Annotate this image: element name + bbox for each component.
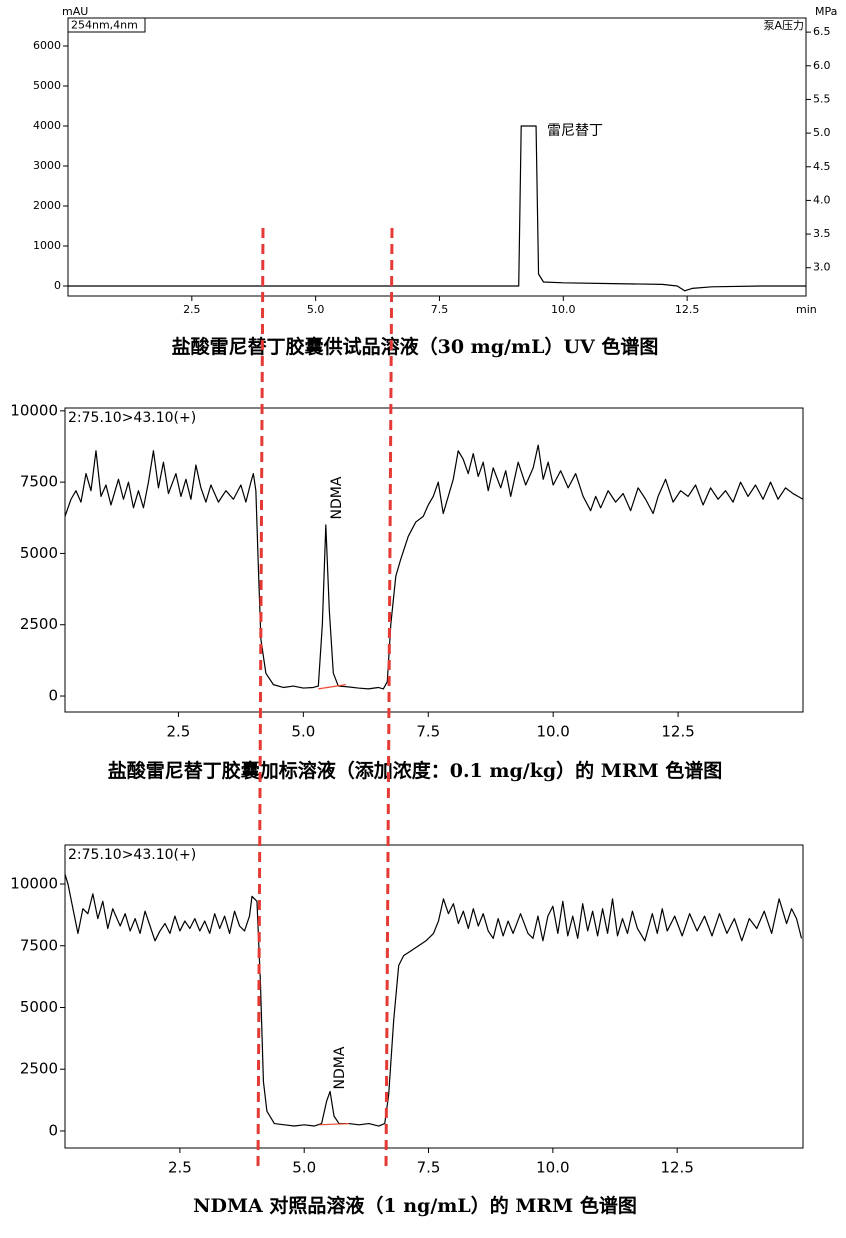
x-tick-label: 2.5 [183, 303, 201, 316]
channel-label-box [67, 17, 146, 33]
retention-window-markers [256, 227, 394, 1169]
window-end-line [384, 227, 394, 1169]
chart-caption: 盐酸雷尼替丁胶囊加标溶液（添加浓度：0.1 mg/kg）的 MRM 色谱图 [108, 759, 723, 782]
chromatogram: 2.5 5.0 7.5 10.0 12.5 0 1000 2000 3000 4000 5000 60… [33, 5, 837, 358]
y-tick-label: 2500 [20, 1060, 58, 1078]
plot-frame [64, 407, 804, 713]
x-tick-label: 5.0 [291, 723, 315, 741]
trace-line [64, 444, 804, 690]
y2-axis-label: MPa [815, 5, 837, 18]
y2-tick-label: 4.5 [813, 160, 831, 173]
plots: 2.5 5.0 7.5 10.0 12.5 0 1000 2000 3000 4000 5000 60… [10, 5, 837, 1217]
y2-tick-label: 4.0 [813, 193, 831, 206]
trace-line [64, 873, 803, 1127]
y-tick-label: 2000 [33, 199, 61, 212]
chromatogram: 2.5 5.0 7.5 10.0 12.5 0 2500 5000 7500 10000 2:75.… [10, 401, 804, 782]
peak-baseline [318, 684, 346, 690]
plot-frame [67, 17, 807, 297]
peak-baseline [319, 1122, 349, 1126]
x-tick-label: 2.5 [168, 1159, 192, 1177]
y-tick-label: 3000 [33, 159, 61, 172]
chart-caption: NDMA 对照品溶液（1 ng/mL）的 MRM 色谱图 [193, 1194, 637, 1217]
y-tick-label: 5000 [20, 998, 58, 1016]
y-axis-label: mAU [62, 5, 88, 18]
y2-tick-label: 5.5 [813, 92, 831, 105]
plot-frame [64, 844, 804, 1149]
y-tick-label: 7500 [20, 936, 58, 954]
y2-tick-label: 3.5 [813, 227, 831, 240]
peak-label: NDMA [332, 1046, 348, 1089]
y-tick-label: 5000 [20, 544, 58, 562]
y-tick-label: 2500 [20, 615, 58, 633]
x-tick-label: 5.0 [292, 1159, 316, 1177]
x-tick-label: 10.0 [536, 1159, 569, 1177]
y-tick-label: 5000 [33, 79, 61, 92]
y2-tick-label: 6.0 [813, 59, 831, 72]
peak-label: NDMA [329, 476, 345, 519]
x-tick-label: 12.5 [661, 723, 694, 741]
x-tick-label: 7.5 [417, 1159, 441, 1177]
chart-caption: 盐酸雷尼替丁胶囊供试品溶液（30 mg/mL）UV 色谱图 [172, 335, 659, 358]
x-tick-label: 12.5 [675, 303, 700, 316]
x-tick-label: 7.5 [431, 303, 449, 316]
x-tick-label: 7.5 [416, 723, 440, 741]
x-tick-label: 5.0 [307, 303, 325, 316]
y-tick-label: 0 [48, 1121, 58, 1139]
peak-label: 雷尼替丁 [547, 123, 603, 139]
y2-tick-label: 5.0 [813, 126, 831, 139]
channel-label: 2:75.10>43.10(+) [68, 410, 196, 426]
y2-tick-label: 6.5 [813, 25, 831, 38]
y2-series-label: 泵A压力 [763, 19, 804, 32]
y-tick-label: 1000 [33, 239, 61, 252]
x-axis-label: min [796, 303, 817, 316]
x-tick-label: 2.5 [166, 723, 190, 741]
x-tick-label: 12.5 [660, 1159, 693, 1177]
y-tick-label: 0 [48, 687, 58, 705]
channel-label: 2:75.10>43.10(+) [68, 847, 196, 863]
y-tick-label: 6000 [33, 39, 61, 52]
x-tick-label: 10.0 [551, 303, 576, 316]
y-tick-label: 7500 [20, 473, 58, 491]
trace-line [68, 125, 806, 292]
y-tick-label: 10000 [10, 875, 58, 893]
y2-tick-label: 3.0 [813, 261, 831, 274]
x-tick-label: 10.0 [536, 723, 569, 741]
y-tick-label: 4000 [33, 119, 61, 132]
chromatogram: 2.5 5.0 7.5 10.0 12.5 0 2500 5000 7500 10000 2:75.… [10, 844, 804, 1217]
channel-label: 254nm,4nm [71, 19, 138, 32]
window-start-line [256, 227, 265, 1169]
y-tick-label: 10000 [10, 401, 58, 419]
y-tick-label: 0 [54, 279, 61, 292]
